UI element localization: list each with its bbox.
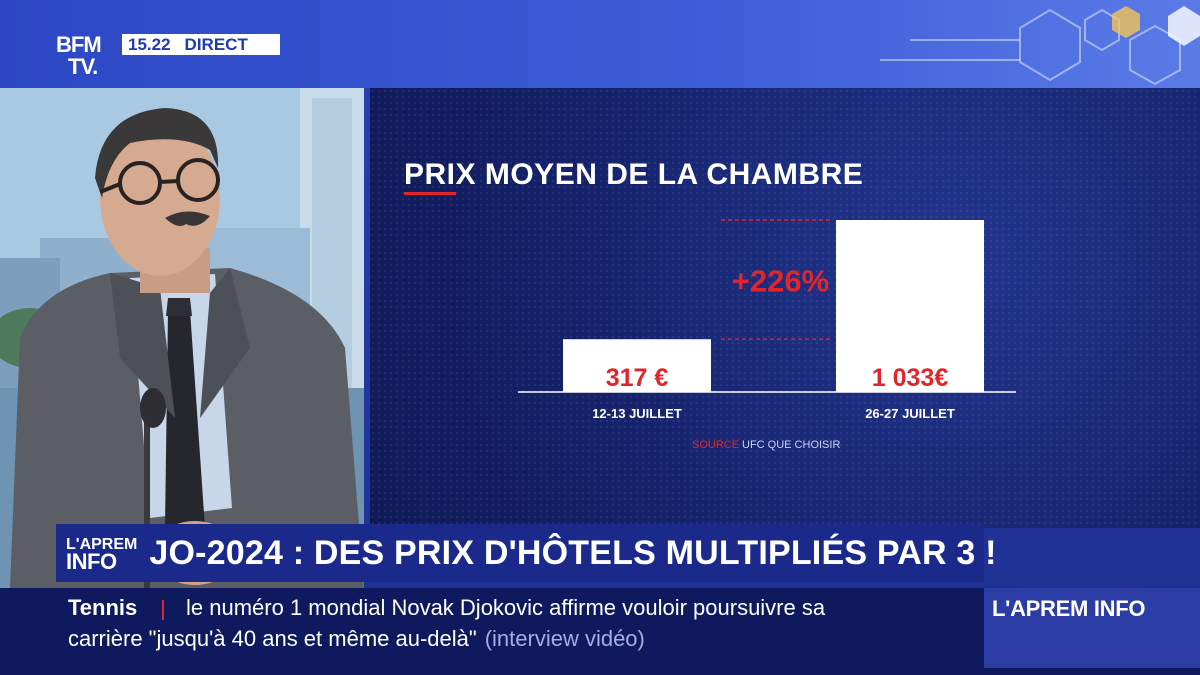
logo-line2: TV.: [68, 54, 98, 79]
bar-2: [836, 220, 984, 392]
bottom-fill: [0, 668, 1200, 675]
live-badge: 15.22 DIRECT: [122, 34, 280, 55]
ticker-separator: [162, 600, 164, 620]
presenter-image: [0, 88, 364, 588]
category-label-2: 26-27 JUILLET: [865, 406, 955, 421]
headline-text: JO-2024 : DES PRIX D'HÔTELS MULTIPLIÉS P…: [149, 533, 997, 572]
title-underline: [404, 192, 456, 195]
growth-annotation: +226%: [732, 264, 829, 299]
bar-chart: 317 € 12-13 JUILLET 1 033€ 26-27 JUILLET +22…: [518, 219, 1016, 451]
aprem-info-logo: L'APREM INFO: [56, 524, 138, 582]
source-text: UFC QUE CHOISIR: [742, 439, 840, 451]
aprem-logo-top: L'APREM: [66, 536, 138, 553]
ticker-left-fill: [0, 588, 56, 675]
direct-label: DIRECT: [184, 34, 248, 54]
hexagon-decoration-icon: [880, 6, 1200, 86]
ticker-line2-extra: (interview vidéo): [484, 626, 645, 651]
logo-line1: BFM: [56, 32, 102, 57]
ticker-line2: carrière "jusqu'à 40 ans et même au-delà…: [68, 626, 477, 651]
news-ticker: Tennis le numéro 1 mondial Novak Djokovi…: [56, 588, 984, 668]
ticker-category: Tennis: [68, 595, 138, 620]
ticker-line2-wrap: carrière "jusqu'à 40 ans et même au-delà…: [68, 626, 645, 652]
category-label-1: 12-13 JUILLET: [592, 406, 682, 421]
bar-1: [563, 339, 711, 392]
aprem-logo-bottom: INFO: [66, 549, 117, 574]
source-label: SOURCE: [692, 439, 739, 451]
headline-bar: L'APREM INFO JO-2024 : DES PRIX D'HÔTELS…: [56, 524, 996, 582]
bar-value-label-1: 317 €: [606, 364, 669, 392]
chart-panel: PRIX MOYEN DE LA CHAMBRE 317 € 12-13 JUIL…: [370, 88, 1200, 528]
studio-camera-view: [0, 88, 364, 588]
ticker-brand: L'APREM INFO: [984, 588, 1200, 675]
bar-value-label-2: 1 033€: [872, 364, 949, 392]
chart-title: PRIX MOYEN DE LA CHAMBRE: [404, 158, 864, 191]
ticker-line1: le numéro 1 mondial Novak Djokovic affir…: [186, 595, 826, 620]
bfm-tv-logo: BFM TV.: [56, 34, 116, 86]
clock-time: 15.22: [128, 34, 171, 54]
